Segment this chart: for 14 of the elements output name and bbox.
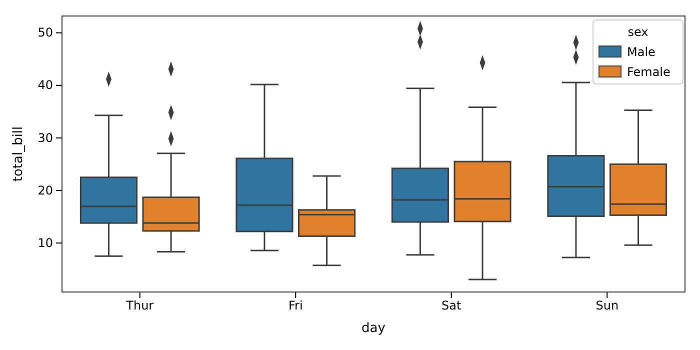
x-tick-label: Sat bbox=[442, 298, 462, 313]
legend-label: Female bbox=[627, 65, 670, 79]
y-tick-label: 50 bbox=[38, 26, 53, 40]
x-tick-label: Sun bbox=[596, 298, 619, 313]
x-axis-title: day bbox=[362, 321, 386, 336]
legend-label: Male bbox=[627, 45, 656, 59]
legend-title: sex bbox=[628, 25, 648, 39]
y-tick-label: 30 bbox=[38, 130, 53, 145]
y-tick-label: 20 bbox=[38, 183, 53, 198]
y-axis-title: total_bill bbox=[11, 126, 26, 182]
y-tick-label: 40 bbox=[38, 78, 53, 92]
x-tick-label: Fri bbox=[288, 298, 303, 313]
y-tick-label: 10 bbox=[38, 236, 53, 250]
x-tick-label: Thur bbox=[125, 298, 154, 313]
